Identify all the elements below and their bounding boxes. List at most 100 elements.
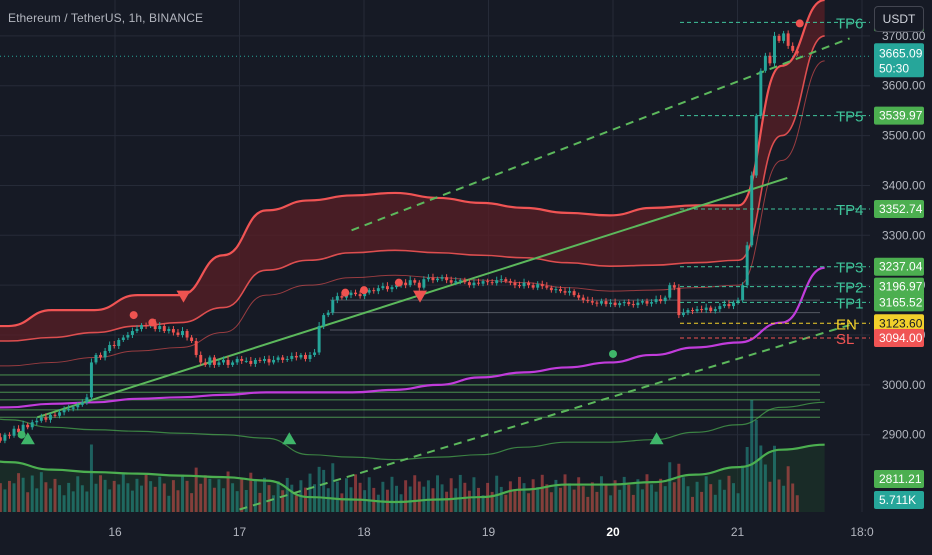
volume-bar — [399, 494, 403, 512]
volume-bar — [3, 489, 7, 512]
candle-body — [176, 332, 180, 336]
price-tag-tp2: 3196.97 — [879, 280, 923, 294]
candle-body — [144, 325, 148, 327]
buy-signal-triangle — [649, 432, 664, 445]
price-tag-tp3: 3237.04 — [879, 260, 923, 274]
level-label-tp2: TP2 — [836, 280, 864, 297]
candle-body — [267, 358, 271, 363]
volume-bar — [732, 483, 735, 512]
candle-body — [645, 301, 649, 304]
volume-bar — [454, 488, 458, 512]
volume-bar — [522, 483, 526, 512]
volume-bar — [527, 493, 531, 512]
candle-body — [599, 301, 603, 304]
volume-bar — [627, 484, 631, 512]
volume-bar — [249, 472, 253, 512]
candle-body — [490, 282, 494, 284]
candle-body — [3, 434, 7, 441]
lower-band-upper-line — [0, 401, 825, 461]
currency-button[interactable]: USDT — [874, 6, 924, 32]
y-axis-tick-label: 3400.00 — [882, 178, 926, 192]
candle-body — [281, 357, 285, 360]
candle-body — [376, 288, 380, 292]
volume-bar — [272, 495, 276, 512]
candle-body — [71, 407, 75, 409]
volume-bar — [381, 481, 385, 512]
volume-bar — [244, 490, 248, 512]
volume-bar — [62, 495, 66, 512]
volume-bar — [363, 490, 367, 512]
candle-body — [467, 282, 471, 286]
candle-body — [413, 280, 417, 283]
candle-body — [162, 326, 166, 332]
volume-bar — [754, 420, 758, 512]
volume-bar — [303, 487, 307, 512]
trend-line — [351, 37, 850, 232]
volume-bar — [467, 490, 471, 512]
candle-body — [185, 331, 189, 338]
buy-signal-triangle — [282, 432, 297, 445]
volume-bar — [67, 482, 71, 512]
volume-bar — [376, 494, 380, 512]
indicator-tag-1-bg — [874, 491, 924, 509]
candle-body — [212, 357, 216, 365]
x-axis-tick-label: 18:0 — [850, 525, 874, 539]
candle-body — [390, 287, 394, 290]
candle-body — [700, 309, 704, 311]
candle-body — [768, 55, 772, 64]
x-axis-tick-label: 18 — [357, 525, 371, 539]
candle-body — [240, 358, 244, 361]
volume-bar — [390, 476, 394, 512]
candle-body — [44, 417, 48, 420]
sell-signal-triangle — [176, 290, 191, 303]
volume-bar — [171, 480, 175, 512]
candle-body — [540, 284, 544, 287]
candle-body — [754, 115, 758, 176]
candle-body — [48, 414, 52, 420]
candle-body — [94, 354, 98, 363]
candle-body — [595, 302, 599, 304]
y-axis-tick-label: 3600.00 — [882, 79, 926, 93]
volume-bar — [631, 494, 635, 512]
candle-body — [426, 277, 430, 280]
volume-bar — [759, 445, 763, 512]
candle-body — [522, 282, 526, 287]
volume-bar — [76, 476, 80, 512]
volume-bar — [108, 489, 112, 512]
candle-body — [577, 295, 581, 298]
volume-bar — [408, 486, 412, 512]
level-label-tp5: TP5 — [836, 109, 864, 126]
candle-body — [786, 33, 790, 46]
price-tag-tp1-bg — [874, 293, 924, 312]
volume-bar — [203, 475, 207, 512]
candle-body — [12, 428, 16, 436]
volume-bar — [722, 489, 726, 512]
candle-body — [140, 325, 144, 330]
volume-bar — [121, 474, 125, 512]
volume-bar — [445, 491, 449, 512]
candle-body — [30, 422, 34, 428]
price-tag-tp5: 3539.97 — [879, 109, 923, 123]
candle-body — [631, 304, 635, 306]
candle-body — [508, 281, 512, 283]
candle-body — [436, 278, 439, 281]
volume-bar — [404, 480, 408, 512]
trend-line — [36, 177, 788, 419]
candle-body — [650, 302, 654, 304]
candle-body — [158, 326, 162, 330]
volume-bar — [663, 486, 667, 512]
volume-bar — [458, 474, 462, 512]
volume-bar — [595, 491, 599, 512]
volume-bar — [140, 485, 144, 512]
chart-title: Ethereum / TetherUS, 1h, BINANCE — [8, 11, 204, 25]
volume-bar — [112, 480, 116, 512]
volume-bar — [153, 486, 157, 512]
volume-bar — [618, 489, 622, 512]
volume-bar — [126, 483, 130, 512]
volume-bar — [322, 469, 326, 512]
volume-bar — [609, 495, 613, 512]
candle-body — [135, 329, 139, 332]
candle-body — [17, 428, 21, 433]
